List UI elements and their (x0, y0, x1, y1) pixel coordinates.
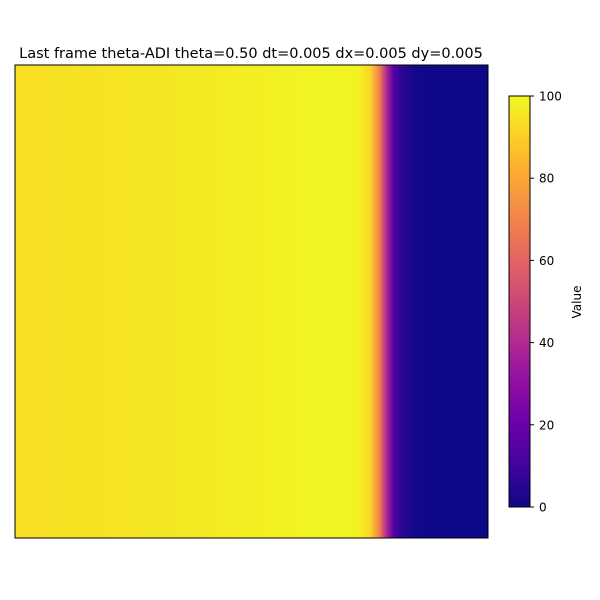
colorbar-tick-label: 40 (539, 336, 554, 350)
chart-title: Last frame theta-ADI theta=0.50 dt=0.005… (19, 46, 483, 62)
colorbar-tick-label: 80 (539, 172, 554, 186)
colorbar-tick-label: 20 (539, 418, 554, 432)
colorbar-tick-label: 60 (539, 254, 554, 268)
colorbar-ticks: 0 20 40 60 80 100 (530, 90, 562, 515)
colorbar-label: Value (570, 286, 584, 319)
heatmap-image (15, 65, 488, 538)
colorbar-tick-label: 100 (539, 90, 562, 104)
colorbar-tick-label: 0 (539, 501, 547, 515)
colorbar: 0 20 40 60 80 100 Value (509, 90, 584, 515)
colorbar-fill (509, 96, 530, 507)
heatmap-axes (15, 65, 488, 538)
